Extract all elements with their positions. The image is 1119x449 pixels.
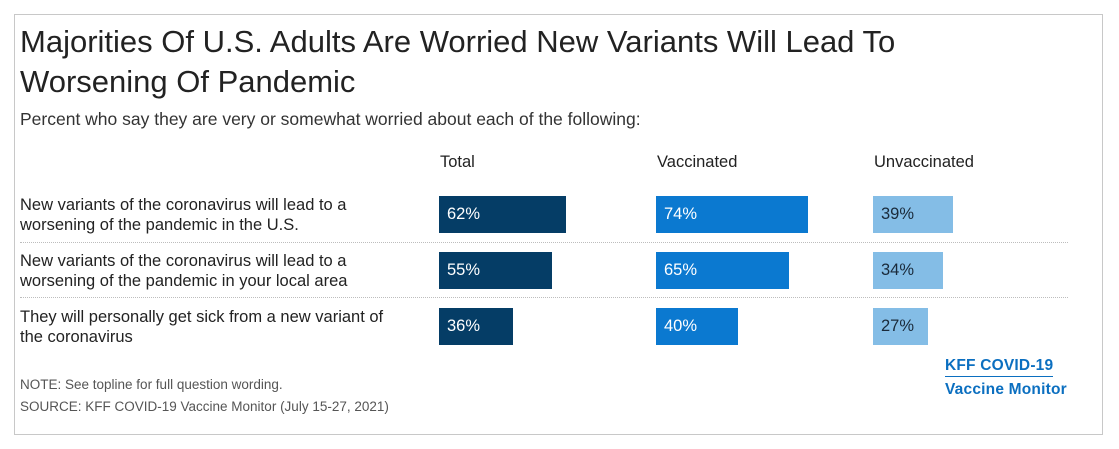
row-label-local-line1: New variants of the coronavirus will lea… [20, 252, 347, 270]
chart-subtitle: Percent who say they are very or somewha… [20, 109, 641, 129]
row-label-us: New variants of the coronavirus will lea… [20, 195, 420, 235]
row-label-personal-line2: the coronavirus [20, 328, 133, 346]
row-label-local-line2: worsening of the pandemic in your local … [20, 272, 348, 290]
row-label-personal: They will personally get sick from a new… [20, 307, 420, 347]
column-header-unvaccinated: Unvaccinated [874, 153, 974, 171]
column-header-total: Total [440, 153, 475, 171]
row-label-us-line2: worsening of the pandemic in the U.S. [20, 216, 299, 234]
bar-vaccinated-0: 74% [656, 196, 808, 233]
bar-total-1: 55% [439, 252, 552, 289]
bar-unvaccinated-0: 39% [873, 196, 953, 233]
chart-note: NOTE: See topline for full question word… [20, 377, 283, 392]
chart-title: Majorities Of U.S. Adults Are Worried Ne… [20, 24, 896, 99]
bar-vaccinated-1: 65% [656, 252, 789, 289]
kff-logo-line2: Vaccine Monitor [945, 381, 1067, 398]
row-label-local: New variants of the coronavirus will lea… [20, 251, 420, 291]
row-label-personal-line1: They will personally get sick from a new… [20, 308, 384, 326]
row-label-us-line1: New variants of the coronavirus will lea… [20, 196, 347, 214]
row-divider [20, 242, 1068, 243]
bar-unvaccinated-1: 34% [873, 252, 943, 289]
chart-source: SOURCE: KFF COVID-19 Vaccine Monitor (Ju… [20, 399, 389, 414]
bar-total-0: 62% [439, 196, 566, 233]
bar-unvaccinated-2: 27% [873, 308, 928, 345]
column-header-vaccinated: Vaccinated [657, 153, 738, 171]
row-divider [20, 297, 1068, 298]
kff-logo-line1: KFF COVID-19 [945, 357, 1054, 377]
bar-vaccinated-2: 40% [656, 308, 738, 345]
bar-total-2: 36% [439, 308, 513, 345]
